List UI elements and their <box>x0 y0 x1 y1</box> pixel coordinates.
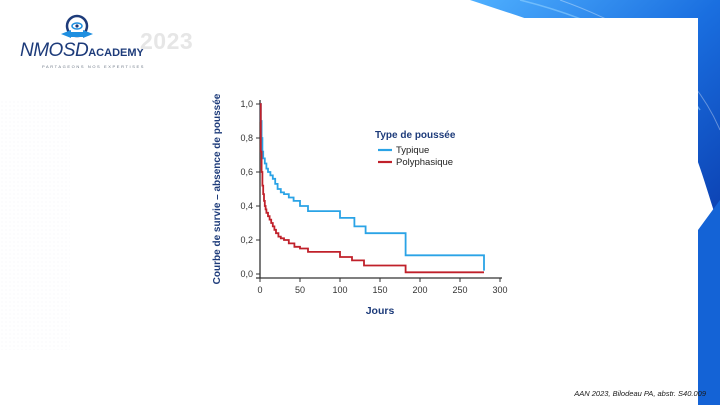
survival-chart: 0,0 0,2 0,4 0,6 0,8 1,0 0 50 100 150 200 250 300 Jour… <box>212 93 508 317</box>
blue-swoosh-right <box>698 200 720 405</box>
brand-logo: NMOSDACADEMY PARTAGEONS NOS EXPERTISES <box>14 10 214 70</box>
y-tick-label: 0,6 <box>240 167 253 177</box>
x-tick-label: 150 <box>372 285 387 295</box>
brand-name: NMOSDACADEMY <box>20 40 144 61</box>
x-tick-label: 200 <box>412 285 427 295</box>
x-tick-label: 0 <box>257 285 262 295</box>
brand-tagline: PARTAGEONS NOS EXPERTISES <box>42 64 146 69</box>
y-tick-label: 1,0 <box>240 99 253 109</box>
legend-entry: Typique <box>396 145 429 156</box>
legend-entry: Polyphasique <box>396 157 453 168</box>
y-tick-label: 0,8 <box>240 133 253 143</box>
x-axis-label: Jours <box>366 305 395 317</box>
year-label: 2023 <box>140 28 194 54</box>
x-tick-label: 300 <box>492 285 507 295</box>
y-tick-label: 0,0 <box>240 269 253 279</box>
y-tick-label: 0,4 <box>240 201 253 211</box>
x-tick-label: 250 <box>452 285 467 295</box>
x-tick-label: 50 <box>295 285 305 295</box>
legend-title: Type de poussée <box>375 130 456 141</box>
series-line-polyphasique <box>259 103 484 274</box>
y-tick-label: 0,2 <box>240 235 253 245</box>
eye-icon <box>61 14 93 38</box>
series-line-typique <box>259 103 485 271</box>
x-tick-label: 100 <box>332 285 347 295</box>
citation: AAN 2023, Bilodeau PA, abstr. S40.009 <box>574 389 706 398</box>
y-axis-label: Courbe de survie – absence de poussée <box>212 93 223 284</box>
